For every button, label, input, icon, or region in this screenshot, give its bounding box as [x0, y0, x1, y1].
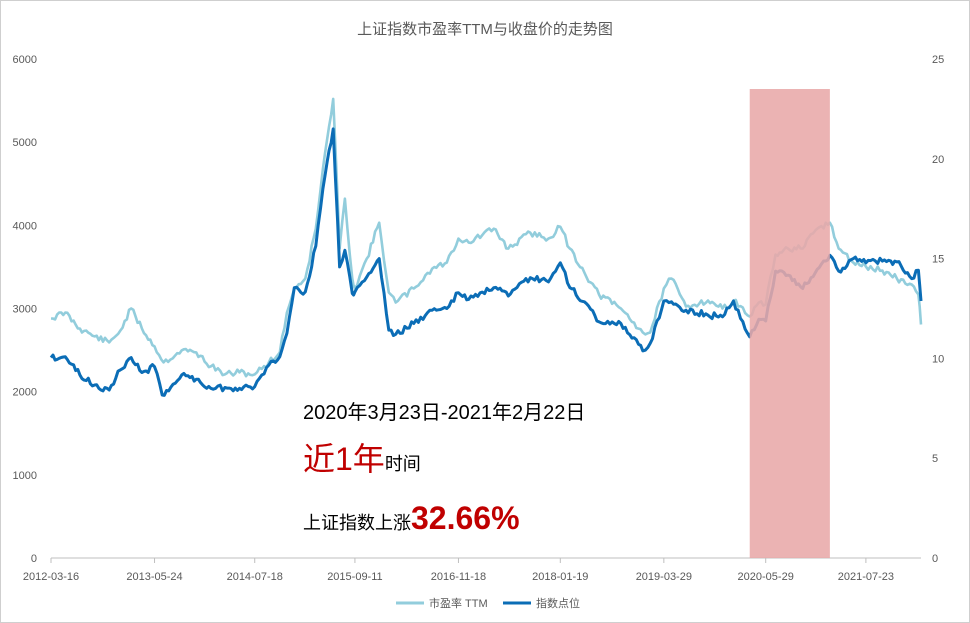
y-left-tick-label: 5000: [13, 137, 37, 149]
change-annotation: 上证指数上涨32.66%: [303, 498, 520, 543]
duration-annotation: 近1年时间: [303, 441, 421, 482]
change-label: 上证指数上涨: [303, 513, 411, 533]
y-left-tick-label: 0: [31, 553, 37, 565]
y-left-tick-label: 2000: [13, 387, 37, 399]
x-tick-label: 2015-09-11: [327, 571, 382, 583]
x-tick-label: 2014-07-18: [227, 571, 283, 583]
y-right-tick-label: 10: [932, 353, 944, 365]
y-left-tick-label: 1000: [13, 470, 37, 482]
y-right-tick-label: 15: [932, 254, 944, 266]
x-tick-label: 2021-07-23: [838, 571, 894, 583]
x-tick-label: 2020-05-29: [738, 571, 794, 583]
y-right-tick-label: 0: [932, 553, 938, 565]
x-tick-label: 2019-03-29: [636, 571, 692, 583]
x-tick-label: 2012-03-16: [23, 571, 79, 583]
plot-area: 2012-03-16 2013-05-24 2014-07-18 2015-09-11…: [13, 54, 945, 583]
duration-suffix: 时间: [384, 454, 421, 474]
x-tick-label: 2016-11-18: [431, 571, 486, 583]
y-right-tick-label: 5: [932, 453, 938, 465]
highlight-band: [749, 89, 830, 558]
y-left-tick-label: 3000: [13, 304, 37, 316]
duration-highlight: 近1年: [303, 441, 385, 477]
legend-label-index: 指数点位: [536, 596, 580, 610]
legend: 市盈率 TTM 指数点位: [396, 596, 580, 610]
y-left-tick-label: 4000: [13, 220, 37, 232]
y-left-tick-label: 6000: [13, 54, 37, 66]
chart-title: 上证指数市盈率TTM与收盘价的走势图: [357, 20, 613, 38]
period-annotation: 2020年3月23日-2021年2月22日: [303, 402, 586, 424]
y-right-tick-label: 25: [932, 54, 944, 66]
change-value: 32.66%: [411, 500, 520, 536]
legend-label-pe: 市盈率 TTM: [429, 596, 488, 610]
x-tick-label: 2018-01-19: [532, 571, 588, 583]
x-tick-label: 2013-05-24: [126, 571, 182, 583]
y-right-tick-label: 20: [932, 154, 944, 166]
